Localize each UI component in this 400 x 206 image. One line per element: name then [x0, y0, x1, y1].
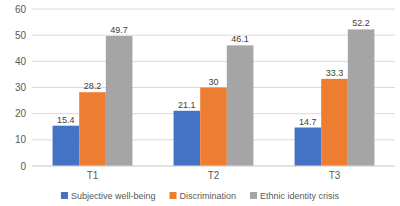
y-tick-label: 30: [15, 82, 27, 93]
y-tick-label: 10: [15, 134, 27, 145]
chart: 0 10 20 30 40 50 60 15.4 28.2 49.7 21.1 30 46.1 14.7 3…: [0, 0, 400, 206]
bar: [174, 111, 201, 166]
legend-label: Ethnic identity crisis: [260, 191, 340, 201]
data-label: 52.2: [352, 18, 370, 28]
data-label: 30: [208, 77, 218, 87]
bar: [295, 128, 322, 166]
data-label: 49.7: [110, 25, 128, 35]
grid-line: [32, 35, 395, 36]
bar: [79, 92, 106, 166]
data-label: 33.3: [326, 68, 344, 78]
x-tick-label: T3: [329, 170, 341, 181]
data-label: 28.2: [84, 81, 102, 91]
x-tick-label: T1: [87, 170, 99, 181]
bar: [200, 88, 227, 167]
y-tick-label: 50: [15, 30, 27, 41]
data-label: 15.4: [57, 115, 75, 125]
y-tick-label: 20: [15, 108, 27, 119]
x-axis-line: [32, 166, 395, 167]
bar: [321, 79, 348, 166]
bar: [53, 126, 80, 166]
y-tick-label: 40: [15, 56, 27, 67]
data-label: 21.1: [178, 100, 196, 110]
y-tick-label: 60: [15, 4, 27, 15]
grid-line: [32, 9, 395, 10]
legend-swatch: [250, 192, 257, 199]
bar: [348, 29, 375, 166]
x-tick-label: T2: [208, 170, 220, 181]
y-tick-label: 0: [20, 161, 26, 172]
grid-line: [32, 61, 395, 62]
legend-label: Discrimination: [180, 191, 237, 201]
legend: Subjective well-being Discrimination Ethni…: [61, 191, 340, 201]
legend-swatch: [61, 192, 68, 199]
legend-label: Subjective well-being: [71, 191, 156, 201]
bar: [106, 36, 133, 166]
bars: [53, 29, 375, 166]
legend-swatch: [170, 192, 177, 199]
data-label: 14.7: [299, 117, 317, 127]
bar: [227, 45, 254, 166]
grid-line: [32, 166, 395, 167]
data-label: 46.1: [231, 34, 249, 44]
data-labels: 15.4 28.2 49.7 21.1 30 46.1 14.7 33.3 52.2: [57, 18, 370, 126]
